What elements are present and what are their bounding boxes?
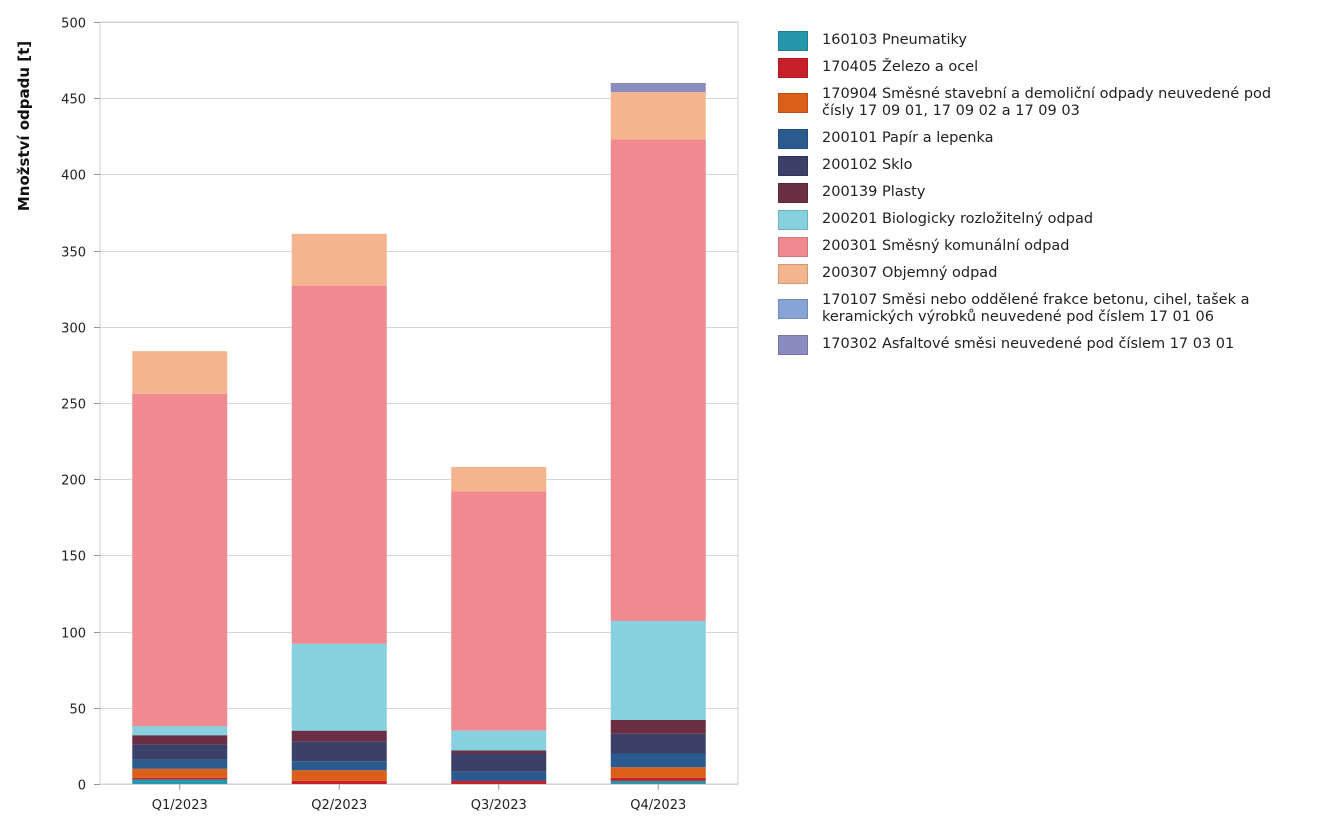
x-tick-label: Q3/2023 (471, 798, 527, 813)
x-tick-label: Q1/2023 (152, 798, 208, 813)
bar-segment (610, 719, 706, 734)
bar-segment (132, 393, 228, 727)
legend-label: 170107 Směsi nebo oddělené frakce betonu… (822, 292, 1250, 325)
legend-item: 200201 Biologicky rozložitelný odpad (778, 209, 1318, 230)
bar-segment (610, 139, 706, 621)
legend-item: 160103 Pneumatiky (778, 30, 1318, 51)
bar-segment (451, 780, 547, 784)
bar-segment (291, 233, 387, 286)
bar-segment (132, 759, 228, 769)
legend-item: 170302 Asfaltové směsi neuvedené pod čís… (778, 334, 1318, 355)
bar-segment (132, 777, 228, 780)
bar-segment (291, 741, 387, 762)
legend-label: 170405 Železo a ocel (822, 59, 979, 75)
legend-label: 200101 Papír a lepenka (822, 130, 994, 146)
legend-label: 200139 Plasty (822, 184, 926, 200)
legend-label: 170904 Směsné stavební a demoliční odpad… (822, 86, 1272, 119)
legend-item: 200307 Objemný odpad (778, 263, 1318, 284)
bar-segment (610, 733, 706, 754)
bar-segment (291, 761, 387, 771)
y-tick-label: 50 (69, 703, 86, 718)
x-tick-label: Q4/2023 (630, 798, 686, 813)
bar-segment (291, 285, 387, 644)
bar-segment (451, 750, 547, 754)
legend-item: 200139 Plasty (778, 182, 1318, 203)
bar-segment (291, 730, 387, 742)
bar-segment (451, 771, 547, 781)
bar-segment (132, 735, 228, 745)
legend-swatch (778, 209, 808, 230)
bar-segment (291, 780, 387, 784)
y-tick-label: 400 (61, 169, 86, 184)
legend-item: 200301 Směsný komunální odpad (778, 236, 1318, 257)
legend-label: 200307 Objemný odpad (822, 265, 998, 281)
bar-segment (451, 753, 547, 772)
bar-segment (451, 491, 547, 731)
legend: 160103 Pneumatiky 170405 Železo a ocel 170… (778, 30, 1318, 363)
legend-label: 200102 Sklo (822, 157, 913, 173)
legend-label: 200301 Směsný komunální odpad (822, 238, 1070, 254)
x-tick-label: Q2/2023 (311, 798, 367, 813)
legend-swatch (778, 299, 808, 319)
legend-item: 170107 Směsi nebo oddělené frakce betonu… (778, 292, 1318, 326)
bar-segment (291, 770, 387, 781)
legend-swatch (778, 236, 808, 257)
y-tick-label: 500 (61, 17, 86, 32)
bar-segment (610, 82, 706, 93)
y-tick-label: 0 (78, 779, 86, 794)
legend-item: 170405 Železo a ocel (778, 57, 1318, 78)
legend-swatch (778, 57, 808, 78)
bar-segment (132, 726, 228, 736)
bar-segment (132, 779, 228, 784)
bars (132, 82, 706, 784)
legend-swatch (778, 128, 808, 149)
legend-item: 200102 Sklo (778, 155, 1318, 176)
y-tick-label: 300 (61, 322, 86, 337)
bar-segment (610, 777, 706, 781)
bar-segment (291, 643, 387, 731)
legend-label: 200201 Biologicky rozložitelný odpad (822, 211, 1094, 227)
legend-label: 160103 Pneumatiky (822, 32, 967, 48)
bar-segment (132, 744, 228, 760)
y-tick-label: 200 (61, 474, 86, 489)
bar-segment (610, 753, 706, 768)
bar-segment (132, 351, 228, 394)
y-tick-label: 150 (61, 550, 86, 565)
y-tick-label: 100 (61, 627, 86, 642)
legend-swatch (778, 182, 808, 203)
y-tick-label: 250 (61, 398, 86, 413)
legend-item: 200101 Papír a lepenka (778, 128, 1318, 149)
y-axis-label: Množství odpadu [t] (15, 41, 33, 211)
legend-swatch (778, 93, 808, 113)
bar-segment (610, 92, 706, 140)
bar-segment (451, 467, 547, 492)
bar-segment (610, 780, 706, 784)
bar-segment (132, 768, 228, 778)
legend-swatch (778, 30, 808, 51)
y-tick-label: 350 (61, 246, 86, 261)
legend-swatch (778, 263, 808, 284)
legend-label: 170302 Asfaltové směsi neuvedené pod čís… (822, 336, 1235, 352)
legend-swatch (778, 155, 808, 176)
y-tick-label: 450 (61, 93, 86, 108)
legend-swatch (778, 334, 808, 355)
bar-segment (451, 730, 547, 751)
bar-segment (610, 620, 706, 720)
bar-segment (610, 767, 706, 778)
legend-item: 170904 Směsné stavební a demoliční odpad… (778, 86, 1318, 120)
axes: 0 50 100 150 200 250 300 350 400 450 500 Q1/2023 Q2/… (61, 17, 686, 814)
